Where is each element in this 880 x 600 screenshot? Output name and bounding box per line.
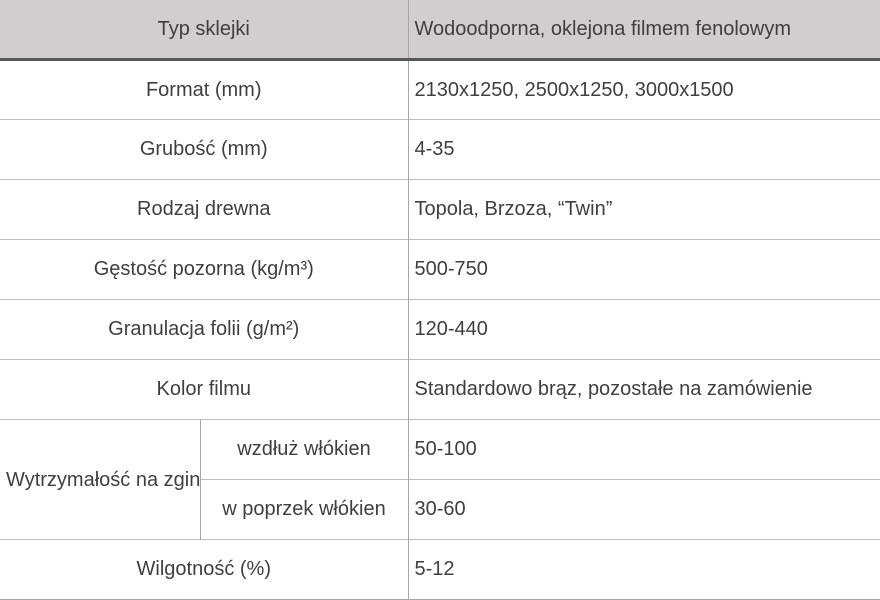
row-value-cell: 30-60	[407, 479, 880, 540]
table-row-moisture: Wilgotność (%) 5-12	[0, 539, 880, 600]
row-value-cell: 2130x1250, 2500x1250, 3000x1500	[407, 59, 880, 120]
row-value-cell: 120-440	[407, 299, 880, 360]
table-row-format: Format (mm) 2130x1250, 2500x1250, 3000x1…	[0, 59, 880, 120]
row-label-cell: Wilgotność (%)	[0, 539, 408, 600]
table-row-wood-type: Rodzaj drewna Topola, Brzoza, “Twin”	[0, 179, 880, 240]
row-label-cell: Granulacja folii (g/m²)	[0, 299, 408, 360]
sub-row-label-cell: w poprzek włókien	[199, 479, 408, 540]
group-label-cell: Wytrzymałość na zginanie (MPa)	[0, 419, 200, 540]
table-header-row: Typ sklejki Wodoodporna, oklejona filmem…	[0, 0, 880, 61]
table-row-film-color: Kolor filmu Standardowo brąz, pozostałe …	[0, 359, 880, 420]
row-label-cell: Kolor filmu	[0, 359, 408, 420]
row-value-cell: Topola, Brzoza, “Twin”	[407, 179, 880, 240]
table-row-bending-strength-along: Wytrzymałość na zginanie (MPa) wzdłuż wł…	[0, 419, 880, 540]
row-value-cell: 50-100	[407, 419, 880, 480]
table-row-bending-strength-across: w poprzek włókien 30-60	[0, 479, 880, 540]
row-label-cell: Format (mm)	[0, 59, 408, 120]
row-value-cell: Standardowo brąz, pozostałe na zamówieni…	[407, 359, 880, 420]
row-value-cell: 500-750	[407, 239, 880, 300]
row-value-cell: 5-12	[407, 539, 880, 600]
sub-row-label-cell: wzdłuż włókien	[199, 419, 408, 480]
row-label-cell: Grubość (mm)	[0, 119, 408, 180]
table-row-film-weight: Granulacja folii (g/m²) 120-440	[0, 299, 880, 360]
row-label-cell: Rodzaj drewna	[0, 179, 408, 240]
header-value-cell: Wodoodporna, oklejona filmem fenolowym	[407, 0, 880, 61]
row-label-cell: Gęstość pozorna (kg/m³)	[0, 239, 408, 300]
header-label-cell: Typ sklejki	[0, 0, 408, 61]
row-value-cell: 4-35	[407, 119, 880, 180]
table-row-density: Gęstość pozorna (kg/m³) 500-750	[0, 239, 880, 300]
table-row-thickness: Grubość (mm) 4-35	[0, 119, 880, 180]
